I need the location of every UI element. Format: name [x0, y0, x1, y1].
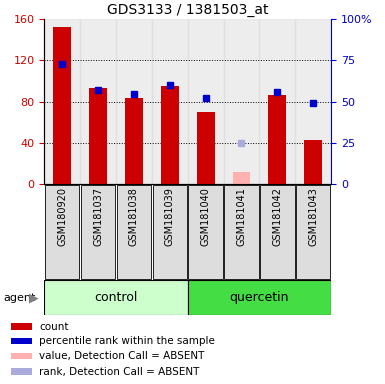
Bar	[161, 86, 179, 184]
FancyBboxPatch shape	[188, 185, 223, 280]
Text: GSM181041: GSM181041	[236, 187, 246, 246]
Text: value, Detection Call = ABSENT: value, Detection Call = ABSENT	[39, 351, 204, 361]
Bar	[224, 19, 259, 184]
Text: control: control	[94, 291, 138, 304]
FancyBboxPatch shape	[117, 185, 151, 280]
Bar	[188, 19, 224, 184]
Bar	[304, 140, 322, 184]
Bar	[197, 112, 214, 184]
Bar	[152, 19, 188, 184]
Bar	[44, 19, 80, 184]
FancyBboxPatch shape	[44, 280, 188, 315]
Bar	[12, 353, 32, 359]
Text: GSM181037: GSM181037	[93, 187, 103, 246]
Bar	[295, 19, 331, 184]
Text: rank, Detection Call = ABSENT: rank, Detection Call = ABSENT	[39, 367, 199, 377]
Text: GSM181039: GSM181039	[165, 187, 175, 246]
Bar	[12, 368, 32, 375]
FancyBboxPatch shape	[81, 185, 115, 280]
Bar	[12, 323, 32, 330]
FancyBboxPatch shape	[152, 185, 187, 280]
Bar	[125, 98, 143, 184]
Text: GSM181040: GSM181040	[201, 187, 211, 246]
Text: quercetin: quercetin	[229, 291, 289, 304]
Bar	[12, 338, 32, 344]
Title: GDS3133 / 1381503_at: GDS3133 / 1381503_at	[107, 3, 268, 17]
Bar	[116, 19, 152, 184]
Text: agent: agent	[4, 293, 36, 303]
Text: GSM181042: GSM181042	[272, 187, 282, 246]
FancyBboxPatch shape	[296, 185, 330, 280]
FancyBboxPatch shape	[188, 280, 331, 315]
Text: ▶: ▶	[29, 291, 38, 304]
Bar	[259, 19, 295, 184]
Bar	[80, 19, 116, 184]
Bar	[268, 94, 286, 184]
FancyBboxPatch shape	[260, 185, 295, 280]
Text: GSM181038: GSM181038	[129, 187, 139, 246]
Text: count: count	[39, 322, 69, 332]
Text: percentile rank within the sample: percentile rank within the sample	[39, 336, 215, 346]
Text: GSM181043: GSM181043	[308, 187, 318, 246]
FancyBboxPatch shape	[45, 185, 79, 280]
Text: GSM180920: GSM180920	[57, 187, 67, 246]
Bar	[233, 172, 250, 184]
FancyBboxPatch shape	[224, 185, 259, 280]
Bar	[89, 88, 107, 184]
Bar	[53, 28, 71, 184]
